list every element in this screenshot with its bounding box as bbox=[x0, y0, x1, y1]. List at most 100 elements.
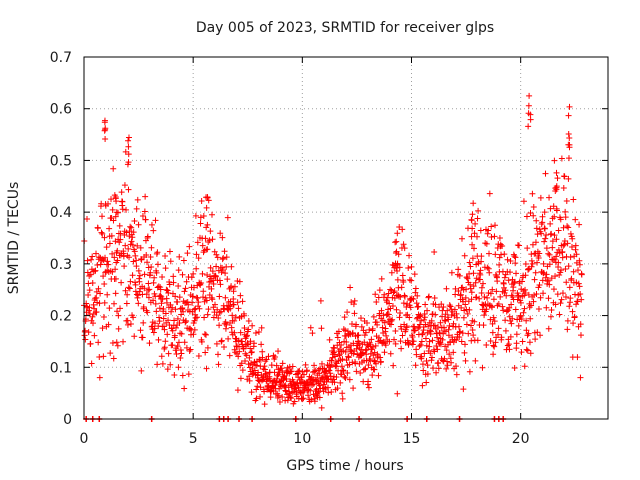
data-point bbox=[575, 280, 582, 287]
data-point bbox=[339, 390, 346, 397]
data-point bbox=[224, 276, 231, 283]
data-point bbox=[379, 324, 386, 331]
data-point bbox=[467, 281, 474, 288]
data-point bbox=[159, 273, 166, 280]
data-point bbox=[132, 252, 139, 259]
data-point bbox=[471, 318, 478, 325]
data-point bbox=[408, 263, 415, 270]
data-point bbox=[251, 367, 258, 374]
data-point bbox=[243, 332, 250, 339]
data-point bbox=[554, 291, 561, 298]
data-point bbox=[150, 279, 157, 286]
data-point bbox=[344, 309, 351, 316]
data-point bbox=[456, 329, 463, 336]
data-point bbox=[110, 355, 117, 362]
y-tick-label: 0.1 bbox=[50, 360, 72, 376]
data-point bbox=[109, 339, 116, 346]
data-point bbox=[498, 334, 505, 341]
data-point bbox=[529, 241, 536, 248]
data-point bbox=[457, 291, 464, 298]
data-point bbox=[378, 275, 385, 282]
data-point bbox=[466, 259, 473, 266]
data-point bbox=[114, 308, 121, 315]
data-point bbox=[515, 293, 522, 300]
data-point bbox=[564, 317, 571, 324]
data-point bbox=[391, 336, 398, 343]
data-point bbox=[350, 350, 357, 357]
data-point bbox=[569, 235, 576, 242]
data-point bbox=[242, 358, 249, 365]
data-point bbox=[155, 336, 162, 343]
data-point bbox=[406, 276, 413, 283]
data-point bbox=[258, 377, 265, 384]
data-point bbox=[362, 347, 369, 354]
data-point bbox=[577, 291, 584, 298]
data-point bbox=[558, 296, 565, 303]
data-point bbox=[358, 323, 365, 330]
data-point bbox=[247, 338, 254, 345]
data-point bbox=[376, 287, 383, 294]
data-point bbox=[412, 289, 419, 296]
data-point bbox=[216, 293, 223, 300]
data-point bbox=[458, 235, 465, 242]
data-point bbox=[342, 327, 349, 334]
data-point bbox=[130, 229, 137, 236]
data-point bbox=[172, 324, 179, 331]
data-point bbox=[279, 394, 286, 401]
data-point bbox=[494, 278, 501, 285]
data-point bbox=[469, 211, 476, 218]
data-point bbox=[467, 263, 474, 270]
data-point bbox=[136, 272, 143, 279]
data-point bbox=[151, 320, 158, 327]
data-point bbox=[286, 390, 293, 397]
data-point bbox=[553, 183, 560, 190]
data-point bbox=[382, 325, 389, 332]
data-point bbox=[246, 373, 253, 380]
data-point bbox=[509, 315, 516, 322]
data-point bbox=[312, 367, 319, 374]
data-point bbox=[397, 338, 404, 345]
data-point bbox=[376, 334, 383, 341]
data-point bbox=[444, 307, 451, 314]
data-point bbox=[524, 245, 531, 252]
data-point bbox=[412, 285, 419, 292]
data-point bbox=[461, 252, 468, 259]
data-point bbox=[455, 288, 462, 295]
data-point bbox=[239, 298, 246, 305]
data-point bbox=[212, 301, 218, 308]
data-point bbox=[148, 263, 155, 270]
data-point bbox=[356, 340, 363, 347]
data-point bbox=[505, 341, 512, 348]
data-point bbox=[288, 395, 295, 402]
data-point bbox=[123, 229, 130, 236]
data-point bbox=[370, 352, 377, 359]
data-point bbox=[405, 264, 412, 271]
data-point bbox=[135, 221, 142, 228]
data-point bbox=[381, 319, 388, 326]
data-point bbox=[530, 298, 537, 305]
data-point bbox=[172, 306, 179, 313]
data-point bbox=[362, 329, 369, 336]
data-point bbox=[104, 267, 111, 274]
data-point bbox=[148, 221, 155, 228]
data-point bbox=[190, 331, 197, 338]
data-point bbox=[431, 295, 438, 302]
data-point bbox=[142, 193, 149, 200]
data-point bbox=[101, 127, 108, 134]
data-point bbox=[117, 305, 124, 312]
data-point bbox=[525, 123, 532, 130]
data-point bbox=[349, 329, 356, 336]
data-point bbox=[258, 324, 265, 331]
data-point bbox=[113, 209, 120, 216]
data-point bbox=[87, 340, 94, 347]
data-point bbox=[121, 182, 128, 189]
data-point bbox=[135, 267, 142, 274]
data-point bbox=[487, 337, 494, 344]
data-point bbox=[377, 358, 384, 365]
data-point bbox=[434, 324, 441, 331]
data-point bbox=[506, 346, 513, 353]
data-point bbox=[82, 327, 89, 334]
data-point bbox=[169, 342, 176, 349]
data-point bbox=[249, 322, 256, 329]
data-point bbox=[209, 296, 216, 303]
